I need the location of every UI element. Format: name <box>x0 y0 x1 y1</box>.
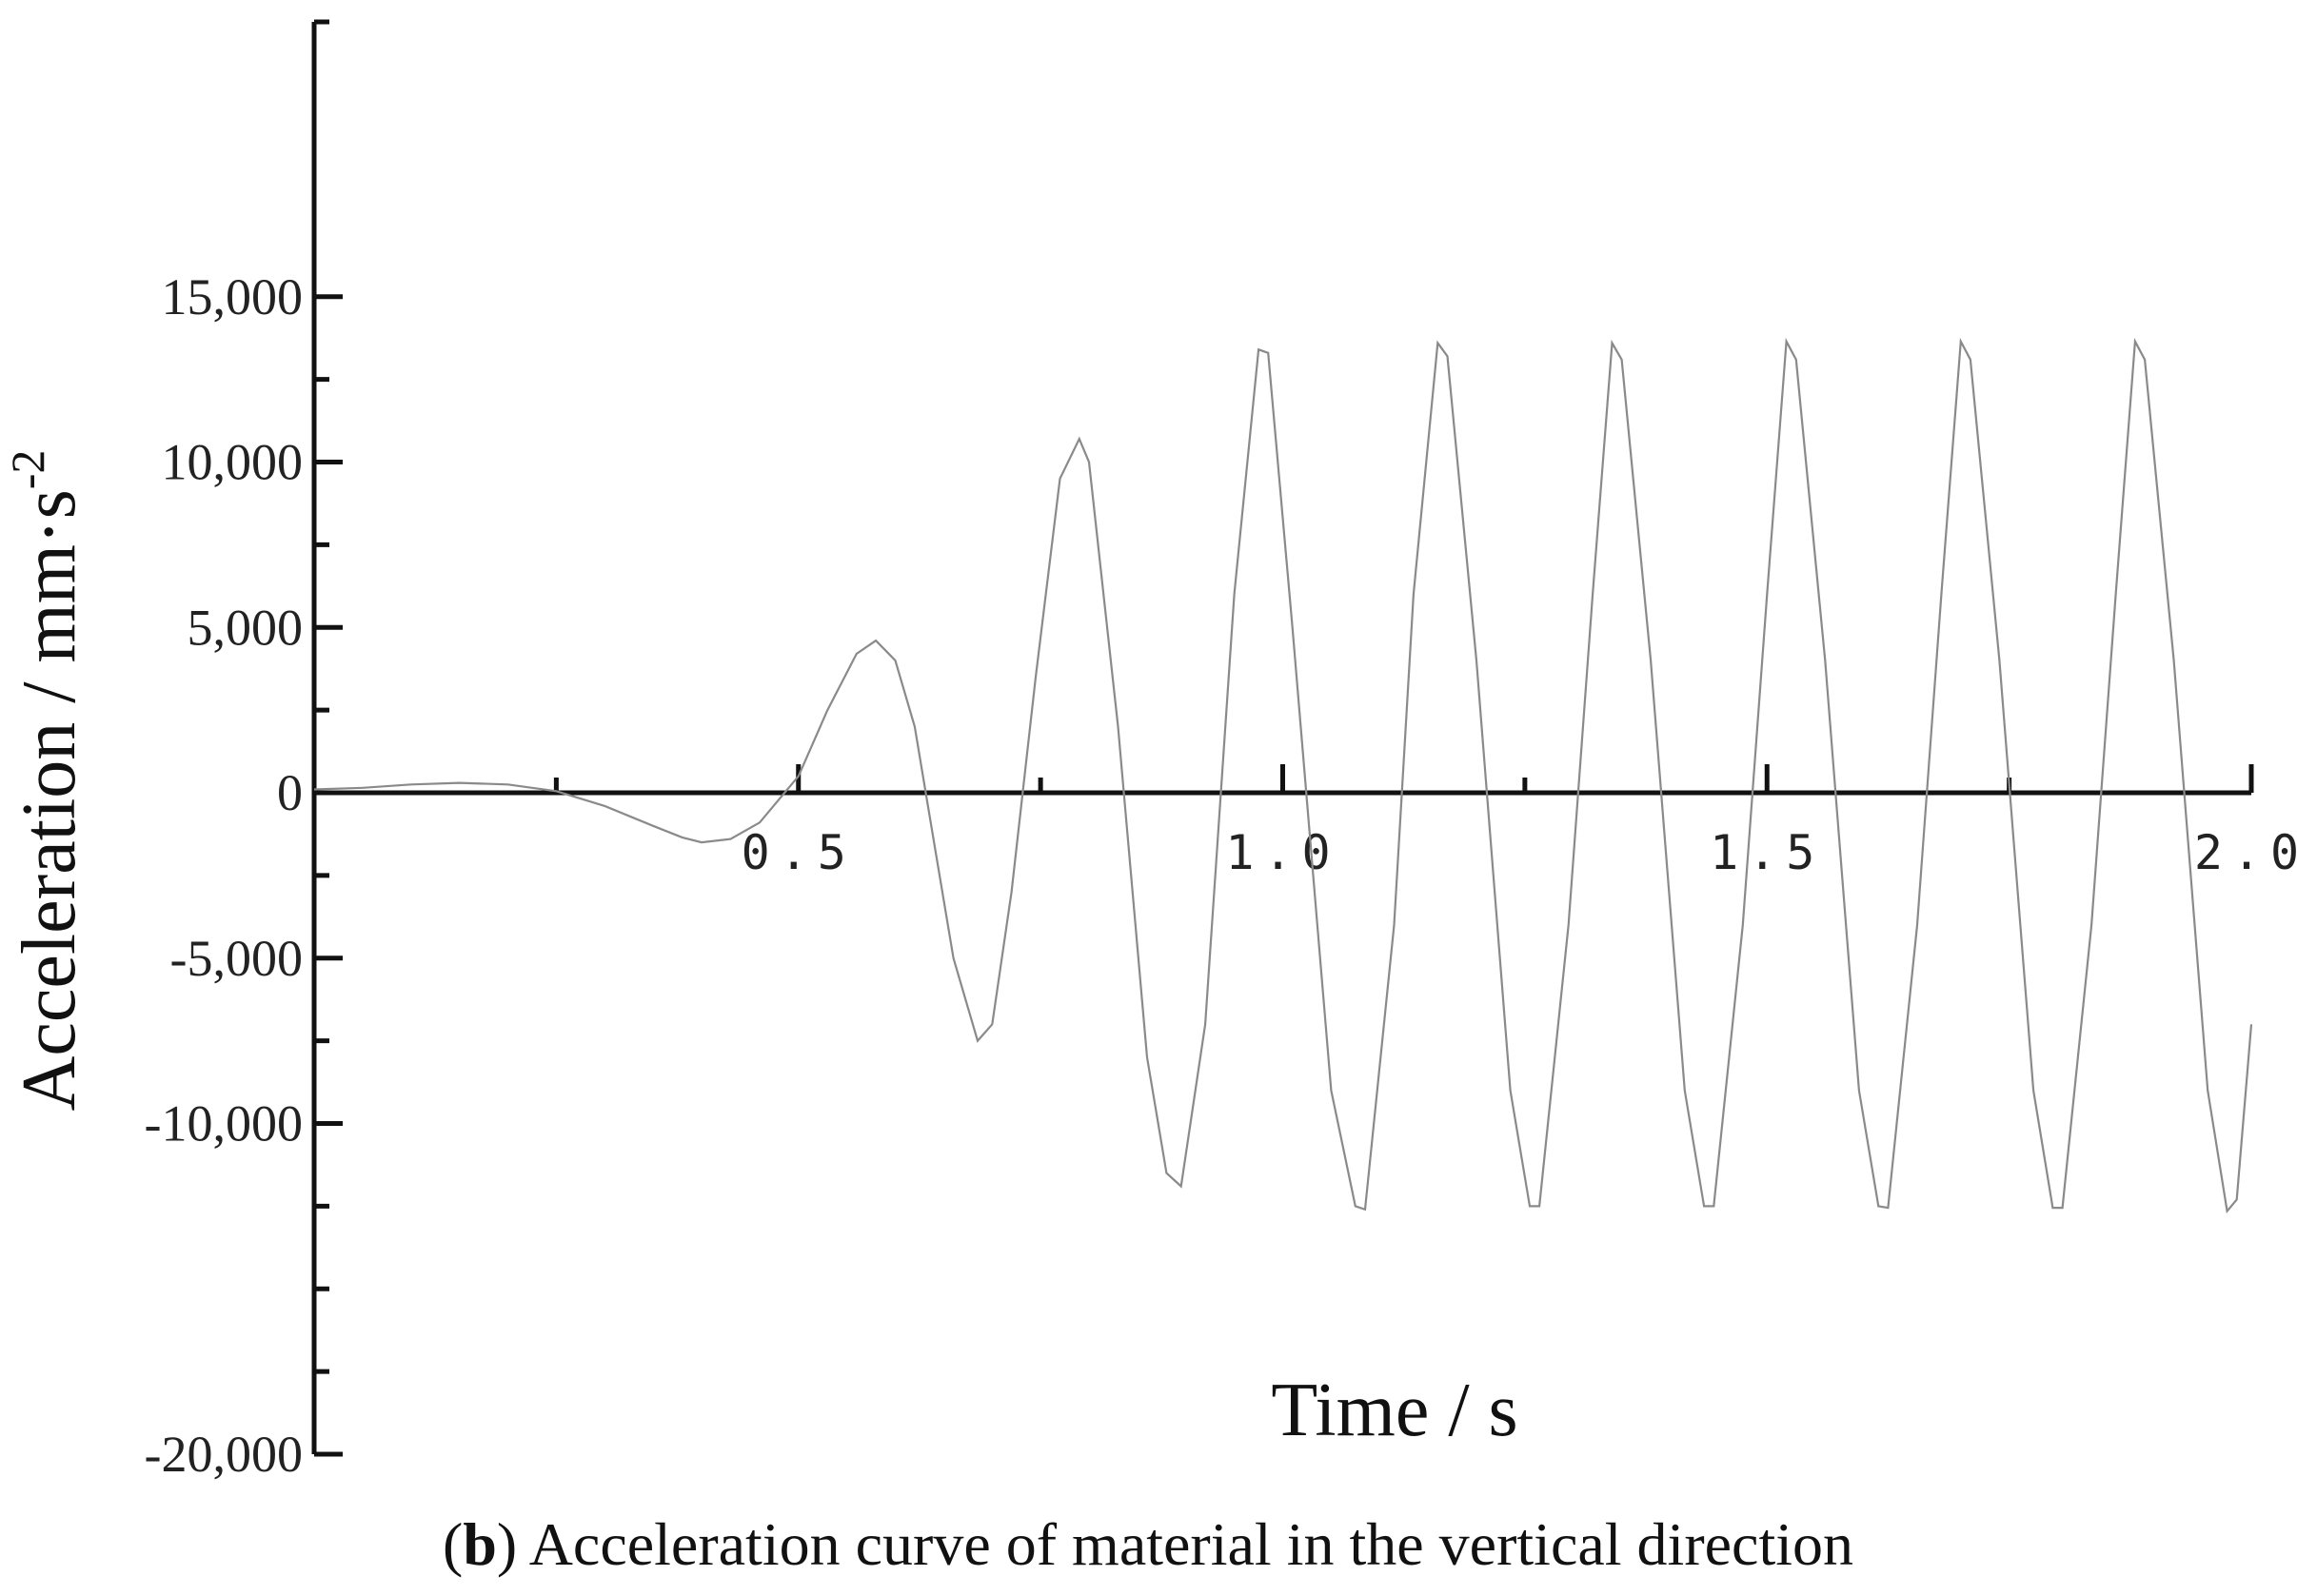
axes <box>311 19 2254 1457</box>
x-tick-label: 1.5 <box>1710 825 1824 880</box>
figure-caption: (b) Acceleration curve of material in th… <box>443 1510 1853 1578</box>
y-tick-labels: 15,000 10,000 5,000 0 -5,000 -10,000 -20,000 <box>145 268 303 1483</box>
x-axis-title: Time / s <box>1271 1369 1517 1452</box>
y-tick-label: 15,000 <box>162 268 304 325</box>
caption-rest: ) Acceleration curve of material in the … <box>497 1510 1853 1578</box>
y-tick-label: -5,000 <box>170 930 303 987</box>
y-tick-label: 10,000 <box>162 434 304 491</box>
y-axis-title: Acceleration / mm·s-2 <box>1 450 91 1112</box>
y-tick-label: 5,000 <box>188 599 304 656</box>
y-axis-title-superscript: -2 <box>1 450 54 490</box>
series-line-acceleration <box>313 337 2253 1214</box>
caption-open: ( <box>443 1510 463 1578</box>
x-tick-labels: 0.5 1.0 1.5 2.0 <box>742 825 2297 880</box>
y-tick-label: -20,000 <box>145 1426 303 1483</box>
x-tick-label: 2.0 <box>2194 825 2297 880</box>
y-tick-label: -10,000 <box>145 1095 303 1153</box>
x-tick-label: 1.0 <box>1225 825 1339 880</box>
y-axis-title-main: Acceleration / mm·s <box>8 489 91 1111</box>
series-layer <box>313 337 2253 1214</box>
x-tick-label: 0.5 <box>742 825 856 880</box>
y-tick-label: 0 <box>277 764 303 821</box>
caption-letter: b <box>463 1510 497 1578</box>
